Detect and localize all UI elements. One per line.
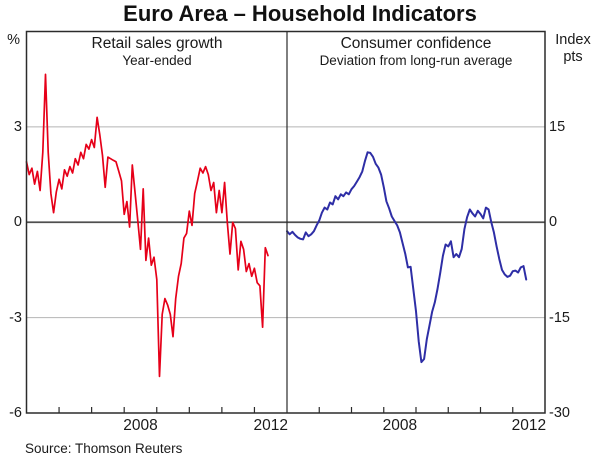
- right-axis-tick--15: -15: [549, 309, 570, 326]
- right-axis-tick-0: 0: [549, 214, 558, 231]
- consumer-confidence-line: [286, 151, 528, 364]
- left-axis-tick--6: -6: [9, 405, 22, 421]
- left-axis-unit: %: [7, 32, 20, 48]
- left-panel-subtitle: Year-ended: [122, 53, 192, 68]
- right-axis-tick-15: 15: [549, 118, 566, 135]
- right-axis-unit: Index pts: [547, 32, 599, 66]
- x-axis-label-2012-panel1: 2012: [253, 417, 288, 434]
- retail-sales-growth-line: [25, 73, 269, 378]
- x-axis-label-2008-panel1: 2008: [123, 417, 158, 434]
- left-axis-tick-3: 3: [13, 118, 22, 135]
- left-panel-title: Retail sales growth: [91, 35, 223, 52]
- source-note: Source: Thomson Reuters: [25, 441, 183, 456]
- right-panel-header: Consumer confidence Deviation from long-…: [288, 35, 544, 69]
- right-axis-tick--30: -30: [549, 405, 570, 421]
- right-panel-title: Consumer confidence: [340, 35, 492, 52]
- right-axis-unit-line1: Index: [555, 32, 591, 48]
- right-panel-subtitle: Deviation from long-run average: [319, 53, 513, 68]
- chart-title: Euro Area – Household Indicators: [123, 1, 477, 26]
- left-panel-header: Retail sales growth Year-ended: [27, 35, 287, 69]
- x-axis-label-2008-panel2: 2008: [382, 417, 418, 434]
- left-axis-tick-0: 0: [13, 214, 22, 231]
- left-axis-tick--3: -3: [9, 309, 22, 326]
- right-axis-unit-line2: pts: [563, 49, 583, 65]
- x-axis-label-2012-panel2: 2012: [511, 417, 547, 434]
